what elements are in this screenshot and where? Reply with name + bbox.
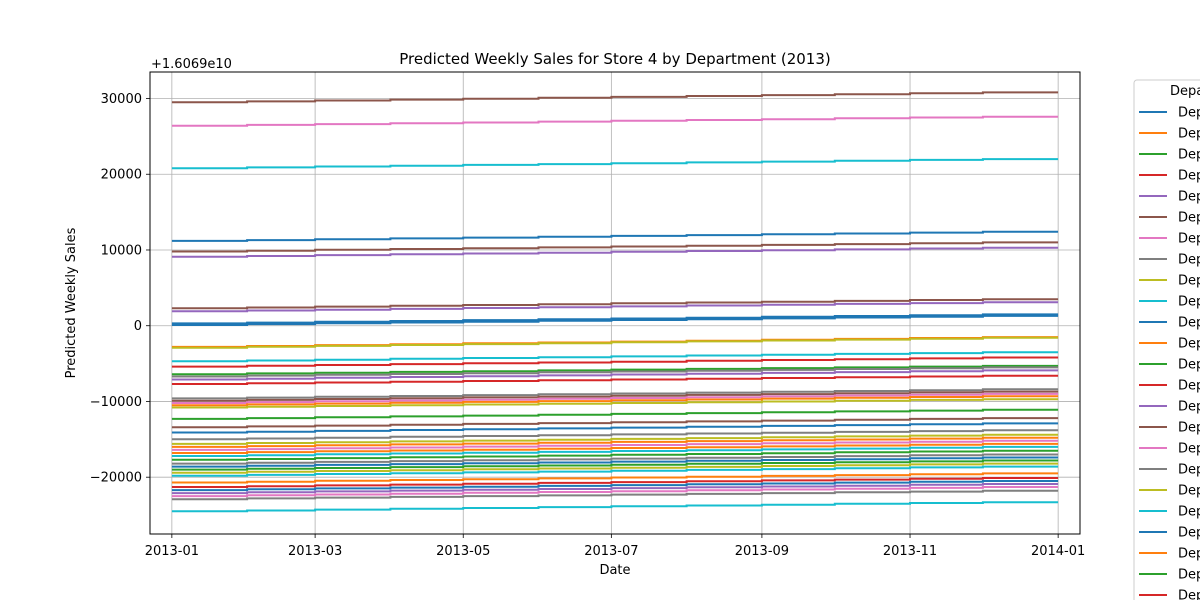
series-line <box>171 442 1059 454</box>
series-line <box>171 433 1059 445</box>
series-line <box>171 115 1059 127</box>
legend-label: Dep <box>1178 253 1200 268</box>
series-line <box>171 390 1059 402</box>
legend-label: Dep <box>1178 232 1200 247</box>
series-line <box>171 489 1059 501</box>
legend-label: Dep <box>1178 169 1200 184</box>
series-line <box>171 230 1059 242</box>
legend-label: Dep <box>1178 211 1200 226</box>
series-line <box>171 486 1059 498</box>
legend-label: Dep <box>1178 400 1200 415</box>
legend-label: Dep <box>1178 589 1200 600</box>
legend-frame <box>1133 79 1200 600</box>
series-line <box>171 241 1059 253</box>
series-line <box>171 462 1059 474</box>
legend-label: Dep <box>1178 547 1200 562</box>
series-line <box>171 298 1059 310</box>
plot-frame <box>149 71 1081 535</box>
x-tick-label: 2013-05 <box>436 544 490 559</box>
legend-label: Dep <box>1178 274 1200 289</box>
series-line <box>171 158 1059 170</box>
legend-items: Dep Dep Dep Dep Dep Dep Dep Dep Dep Dep Dep Dep Dep D… <box>1139 106 1200 600</box>
series-line <box>171 439 1059 451</box>
y-tick-label: 20000 <box>101 168 142 183</box>
legend-label: Dep <box>1178 358 1200 373</box>
series-line <box>171 436 1059 448</box>
series-line <box>171 465 1059 477</box>
series-line <box>171 314 1059 326</box>
y-axis-ticks: 30000 20000 10000 0 −10000 −20000 <box>90 92 150 486</box>
series-line <box>171 246 1059 258</box>
series-line <box>171 366 1059 378</box>
legend: Depa DepDepDepDepDepDepDepDepDepDepDepDe… <box>1133 79 1200 600</box>
x-tick-label: 2013-03 <box>288 544 342 559</box>
legend-label: Dep <box>1178 190 1200 205</box>
legend-label: Dep <box>1178 337 1200 352</box>
series-line <box>171 336 1059 349</box>
legend-label: Dep <box>1178 295 1200 310</box>
legend-label: Dep <box>1178 421 1200 436</box>
x-tick-label: 2013-07 <box>584 544 638 559</box>
series-line <box>171 456 1059 468</box>
legend-label: Dep <box>1178 568 1200 583</box>
series-line <box>171 480 1059 492</box>
legend-label: Dep <box>1178 316 1200 331</box>
legend-label: Dep <box>1178 148 1200 163</box>
series-line <box>171 472 1059 484</box>
series-line <box>171 445 1059 457</box>
series-line <box>171 477 1059 488</box>
series-line <box>171 351 1059 363</box>
series-line <box>171 388 1059 400</box>
series-line <box>171 417 1059 429</box>
legend-label: Dep <box>1178 379 1200 394</box>
series-line <box>171 449 1059 461</box>
series-line <box>171 356 1059 368</box>
legend-title: Depa <box>1170 84 1200 99</box>
y-offset-text: +1.6069e10 <box>151 57 232 72</box>
x-tick-label: 2013-09 <box>735 544 789 559</box>
chart-title: Predicted Weekly Sales for Store 4 by De… <box>399 50 830 68</box>
y-axis-label: Predicted Weekly Sales <box>64 227 79 378</box>
series-line <box>171 483 1059 495</box>
y-tick-label: −20000 <box>90 471 142 486</box>
series-line <box>171 395 1059 407</box>
grid <box>150 72 1080 534</box>
series-line <box>171 374 1059 385</box>
series-lines <box>171 91 1059 513</box>
series-line <box>171 91 1059 104</box>
legend-label: Dep <box>1178 463 1200 478</box>
y-tick-label: 30000 <box>101 92 142 107</box>
legend-label: Dep <box>1178 505 1200 520</box>
series-line <box>171 501 1059 513</box>
legend-label: Dep <box>1178 127 1200 142</box>
series-line <box>171 453 1059 465</box>
x-tick-label: 2014-01 <box>1031 544 1085 559</box>
y-tick-label: −10000 <box>90 395 142 410</box>
y-tick-label: 0 <box>134 319 142 334</box>
series-line <box>171 398 1059 409</box>
x-axis-ticks: 2013-01 2013-03 2013-05 2013-07 2013-09 2013-… <box>145 534 1085 559</box>
series-line <box>171 429 1059 441</box>
legend-label: Dep <box>1178 442 1200 457</box>
series-line <box>171 301 1059 313</box>
y-tick-label: 10000 <box>101 243 142 258</box>
series-line <box>171 369 1059 381</box>
series-line <box>171 408 1059 420</box>
series-line <box>171 392 1059 404</box>
x-tick-label: 2013-01 <box>145 544 199 559</box>
x-tick-label: 2013-11 <box>883 544 937 559</box>
legend-label: Dep <box>1178 526 1200 541</box>
series-line <box>171 422 1059 434</box>
series-line <box>171 459 1059 471</box>
x-axis-label: Date <box>599 563 630 578</box>
legend-label: Dep <box>1178 484 1200 499</box>
legend-label: Dep <box>1178 106 1200 121</box>
